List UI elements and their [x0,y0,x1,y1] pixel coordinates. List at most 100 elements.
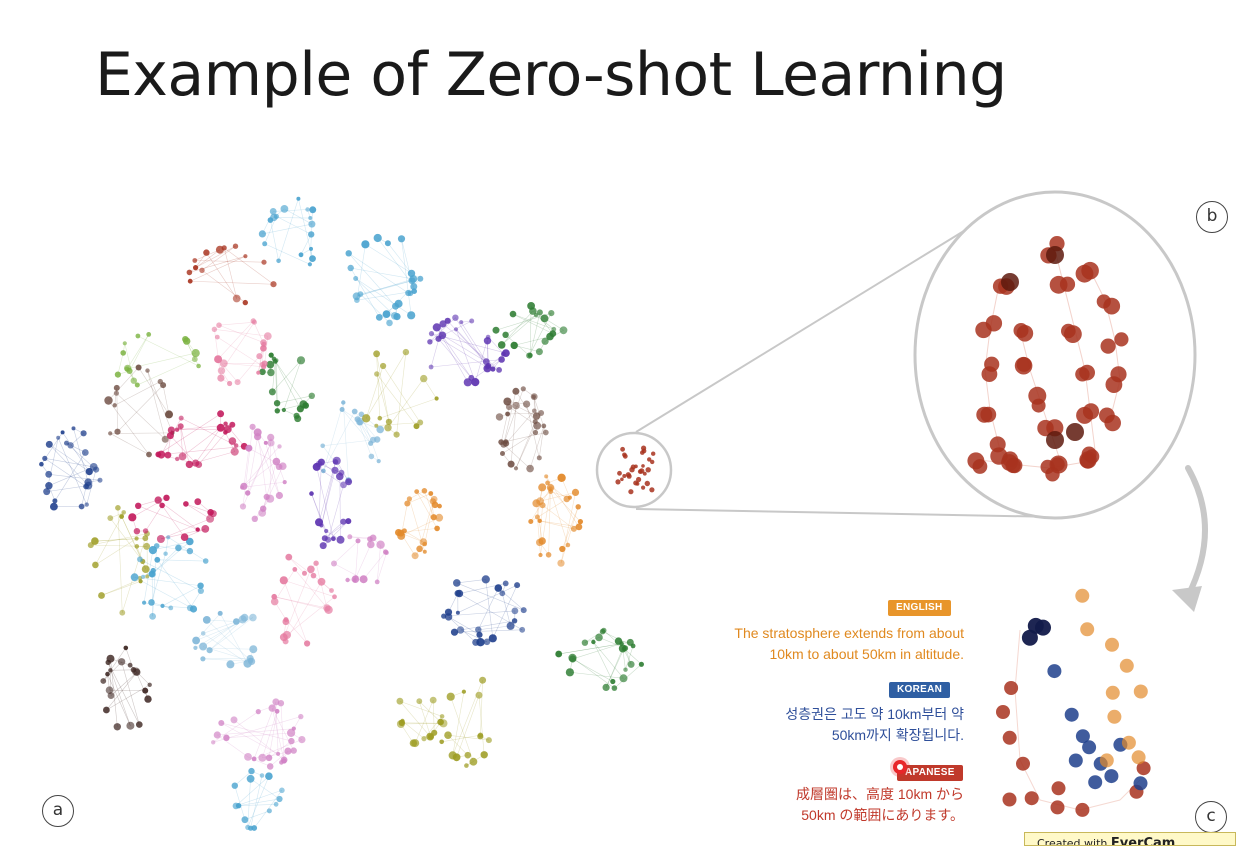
connector-line [505,410,535,444]
scatter-point [218,720,225,726]
connector-line [558,643,622,655]
connector-line [349,536,370,540]
connector-line [478,625,511,631]
scatter-point [146,451,152,458]
scatter-point [211,740,216,745]
scatter-point [261,259,267,265]
scatter-point [496,367,502,373]
scatter-point [434,396,439,401]
connector-line [280,703,285,762]
scatter-point [641,445,647,451]
connector-line [318,462,322,523]
scatter-point [1045,467,1060,482]
scatter-point [1066,423,1084,441]
connector-line [103,661,122,682]
scatter-point [475,626,482,633]
connector-line [359,422,372,444]
connector-line [401,238,412,316]
connector-line [442,335,487,363]
connector-line [218,324,264,343]
scatter-point [279,576,288,585]
scatter-point [202,558,209,564]
scatter-point [380,362,387,370]
connector-line [48,474,101,481]
scatter-point [317,577,326,586]
connector-line [110,672,138,696]
scatter-point [452,314,459,321]
scatter-point [199,267,205,273]
scatter-point [611,685,618,691]
connector-line [195,245,236,268]
scatter-point [338,469,345,476]
connector-line [221,722,292,742]
scatter-point [135,364,142,371]
connector-line [526,404,540,458]
scatter-point [135,502,142,509]
scatter-point [133,668,141,676]
scatter-point [345,250,352,257]
scatter-point [996,705,1010,719]
scatter-point [428,491,434,496]
connector-line [143,550,154,603]
scatter-point [439,719,448,728]
connector-line [262,223,312,235]
scatter-point [527,302,535,310]
scatter-point [145,574,150,579]
scatter-point [272,457,281,466]
scatter-point [435,335,442,342]
connector-line [235,789,283,807]
scatter-point [565,668,575,677]
connector-line [157,559,206,562]
scatter-point [357,419,363,426]
scatter-point [290,747,297,754]
scatter-point [373,350,380,358]
connector-line [355,278,395,317]
connector-line [243,448,250,487]
connector-line [327,484,344,540]
scatter-point [121,510,126,515]
connector-line [62,432,90,472]
scatter-point [245,444,253,452]
connector-line [257,432,267,497]
scatter-point [397,235,406,243]
scatter-point [249,645,258,654]
scatter-point [495,413,504,421]
scatter-point [183,337,191,345]
connector-line [396,352,407,435]
connector-line [321,461,341,477]
scatter-point [540,314,549,323]
scatter-point [296,196,301,201]
connector-line [529,425,545,469]
scatter-point [439,739,445,745]
scatter-point [520,386,526,392]
scatter-point [507,460,515,468]
scatter-point [270,597,279,606]
scatter-point [1114,332,1129,347]
scatter-point [531,394,536,399]
connector-line [447,734,468,756]
scatter-point [216,322,222,329]
scatter-point [50,502,58,511]
scatter-point [976,406,993,423]
scatter-point [268,388,276,396]
connector-line [49,444,90,472]
connector-line [300,234,312,255]
connector-line [54,452,86,502]
scatter-point [298,736,306,744]
scatter-point [287,728,296,738]
scatter-point [511,607,519,615]
scatter-point [1046,431,1064,449]
connector-line [107,674,131,726]
scatter-point [1099,753,1114,768]
connector-line [247,436,258,494]
scatter-point [502,331,509,338]
connector-line [348,253,396,307]
scatter-point [206,647,213,654]
scatter-point [1002,792,1017,807]
scatter-point [409,739,418,747]
scatter-point [103,706,110,714]
scatter-point [243,254,248,259]
scatter-point [148,599,155,606]
scatter-point [509,310,517,318]
scatter-point [258,753,267,762]
